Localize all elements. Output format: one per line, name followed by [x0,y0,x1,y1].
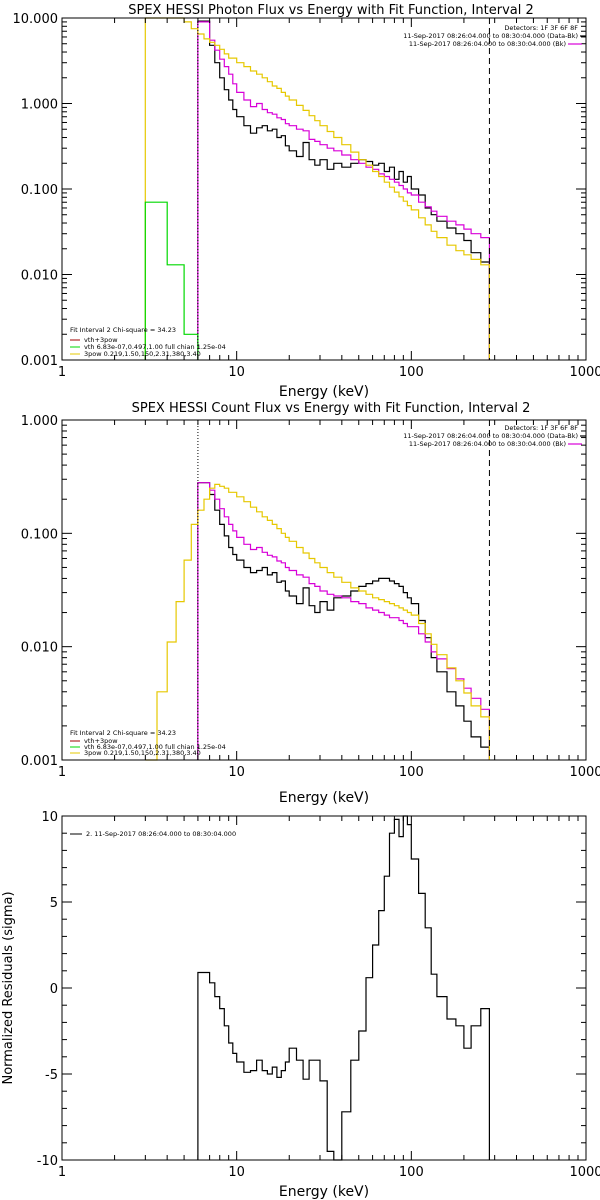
panel3-clip-series [197,815,490,1161]
panel1-x-ticks: 1 10 100 1000 [58,18,600,380]
y-tick-label: 0.010 [21,641,58,656]
x-tick-label: 100 [399,765,424,780]
panel3-x-ticks: 1 10 100 1000 [58,816,600,1180]
series-2-0 [197,815,490,1161]
panel1-header: Detectors: 1F 3F 6F 8F 11-Sep-2017 08:26… [403,24,586,48]
y-tick-label: 1.000 [21,414,58,429]
panel3-x-label: Energy (keV) [279,1184,369,1200]
panel3-y-label: Normalized Residuals (sigma) [1,891,16,1084]
panel1-legend-item-2: 3pow 0.219,1.50,150,2.31,380,3.40 [84,350,201,358]
panel2-legend-item-0: vth+3pow [84,737,118,745]
x-tick-label: 10 [228,765,245,780]
panel2-time1: 11-Sep-2017 08:26:04.000 to 08:30:04.000… [403,432,578,440]
panel2-title: SPEX HESSI Count Flux vs Energy with Fit… [132,401,531,416]
panel2-legend-fit: Fit Interval 2 Chi-square = 34.23 [70,729,176,737]
panel1-detectors: Detectors: 1F 3F 6F 8F [504,24,578,32]
y-tick-label: 0 [50,982,58,997]
panel2-y-ticks: 0.001 0.010 0.100 1.000 [21,414,586,769]
y-tick-label: 10.000 [13,12,59,27]
x-tick-label: 10 [228,1165,245,1180]
x-tick-label: 1000 [569,765,600,780]
panel1-legend-item-1: vth 6.83e-07,0.497,1.00 full chian 1.25e… [84,343,226,351]
panel2-detectors: Detectors: 1F 3F 6F 8F [504,424,578,432]
panel3-y-ticks: -10 -5 0 5 10 [37,810,586,1169]
panel2-markers [197,420,490,760]
panel-residuals: 1 10 100 1000 -10 -5 0 5 10 Energy (keV) Normal… [1,810,600,1200]
panel3-legend-item-0: 2. 11-Sep-2017 08:26:04.000 to 08:30:04.… [86,830,236,838]
x-tick-label: 10 [228,365,245,380]
y-tick-label: 0.100 [21,527,58,542]
y-tick-label: 0.010 [21,269,58,284]
panel1-markers [197,18,490,360]
panel2-legend-item-1: vth 6.83e-07,0.497,1.00 full chian 1.25e… [84,743,226,751]
series-0-3 [144,201,199,360]
panel2-time2: 11-Sep-2017 08:26:04.000 to 08:30:04.000… [409,440,566,448]
panel1-legend-item-0: vth+3pow [84,336,118,344]
panel1-time2: 11-Sep-2017 08:26:04.000 to 08:30:04.000… [409,40,566,48]
panel3-legend: 2. 11-Sep-2017 08:26:04.000 to 08:30:04.… [70,830,236,838]
panel1-clip-series [144,17,490,360]
panel2-legend-item-2: 3pow 0.219,1.50,150,2.31,380,3.40 [84,749,201,757]
panel2-frame [61,419,587,761]
panel1-title: SPEX HESSI Photon Flux vs Energy with Fi… [128,3,534,18]
panel1-legend-fit: Fit Interval 2 Chi-square = 34.23 [70,326,176,334]
x-tick-label: 1000 [569,365,600,380]
y-tick-label: 1.000 [21,98,58,113]
x-tick-label: 1 [58,1165,66,1180]
panel1-legend: Fit Interval 2 Chi-square = 34.23 vth+3p… [70,326,226,358]
y-tick-label: 0.100 [21,183,58,198]
panel-photon-flux: SPEX HESSI Photon Flux vs Energy with Fi… [13,3,600,400]
x-tick-label: 1 [58,365,66,380]
series-1-2 [145,483,490,761]
x-tick-label: 1000 [569,1165,600,1180]
y-tick-label: 0.001 [21,754,58,769]
panel2-legend: Fit Interval 2 Chi-square = 34.23 vth+3p… [70,729,226,757]
y-tick-label: -5 [45,1068,58,1083]
y-tick-label: 5 [50,896,58,911]
y-tick-label: -10 [37,1154,58,1169]
panel2-x-label: Energy (keV) [279,790,369,806]
x-tick-label: 100 [399,365,424,380]
series-0-1 [197,21,490,360]
panel1-x-label: Energy (keV) [279,384,369,400]
x-tick-label: 100 [399,1165,424,1180]
y-tick-label: 0.001 [21,354,58,369]
panel1-time1: 11-Sep-2017 08:26:04.000 to 08:30:04.000… [403,32,578,40]
y-tick-label: 10 [41,810,58,825]
panel2-x-ticks: 1 10 100 1000 [58,420,600,780]
panel2-header: Detectors: 1F 3F 6F 8F 11-Sep-2017 08:26… [403,424,586,448]
panel1-y-ticks: 0.001 0.010 0.100 1.000 10.000 [13,12,586,369]
series-1-1 [197,482,490,760]
series-0-2 [144,17,490,360]
panel2-clip-series [145,482,490,761]
x-tick-label: 1 [58,765,66,780]
panel-count-flux: SPEX HESSI Count Flux vs Energy with Fit… [21,401,600,806]
